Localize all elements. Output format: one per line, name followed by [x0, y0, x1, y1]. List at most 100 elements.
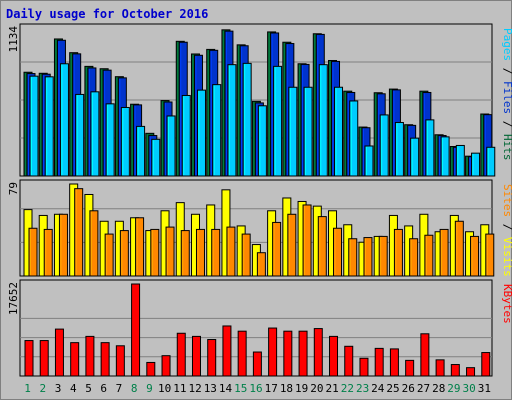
bar-kbytes-day-5: [85, 335, 95, 377]
legend-visits: Visits: [501, 237, 512, 277]
bar-kbytes-day-4: [70, 342, 80, 377]
bar-sites-day-8-fill: [135, 217, 145, 277]
bar-pages-day-21: [334, 86, 344, 177]
x-tick-label: 25: [386, 382, 399, 395]
bar-sites-day-3-fill: [58, 213, 68, 277]
bar-sites-day-11: [180, 230, 190, 277]
x-tick-label: 19: [295, 382, 308, 395]
bar-kbytes-day-22: [344, 345, 354, 377]
bar-kbytes-day-21-fill: [329, 335, 339, 377]
x-tick-label: 2: [40, 382, 47, 395]
y-max-label: 17652: [7, 282, 20, 315]
x-tick-label: 6: [100, 382, 107, 395]
x-tick-label: 15: [234, 382, 247, 395]
bar-kbytes-day-6-fill: [100, 342, 110, 377]
bar-sites-day-14: [226, 226, 236, 277]
bar-sites-day-27-fill: [424, 234, 434, 277]
legend-visits-sites: Sites / Visits: [501, 184, 512, 277]
bar-sites-day-26-fill: [409, 238, 419, 277]
bar-pages-day-3-fill: [59, 63, 69, 177]
bar-kbytes-day-23: [359, 357, 369, 377]
bar-pages-day-10: [166, 115, 176, 177]
x-tick-label: 21: [326, 382, 339, 395]
panel-hits-files-pages: 1134 Pages / Files / Hits: [7, 23, 512, 177]
bar-kbytes-day-16-fill: [252, 351, 262, 377]
bar-kbytes-day-13-fill: [207, 339, 217, 377]
bar-pages-day-20: [318, 64, 328, 177]
x-tick-label: 5: [85, 382, 92, 395]
bar-sites-day-30-fill: [470, 235, 480, 277]
x-tick-label: 8: [131, 382, 138, 395]
bar-sites-day-11-fill: [180, 230, 190, 277]
bar-pages-day-16: [257, 105, 267, 177]
bar-sites-day-19-fill: [302, 204, 312, 277]
bar-kbytes-day-11-fill: [176, 332, 186, 377]
bar-pages-day-21-fill: [334, 86, 344, 177]
bar-kbytes-day-31-fill: [481, 352, 491, 377]
bar-sites-day-6: [104, 233, 114, 277]
bar-sites-day-7-fill: [119, 230, 129, 277]
bar-kbytes-day-24: [374, 347, 384, 377]
legend-kbytes: KBytes: [501, 284, 512, 324]
bar-kbytes-day-8-fill: [131, 283, 141, 377]
bar-sites-day-25-fill: [393, 228, 403, 277]
bar-sites-day-2: [43, 228, 53, 277]
bar-sites-day-9: [150, 228, 160, 277]
x-tick-label: 14: [219, 382, 233, 395]
bar-pages-day-7: [120, 106, 130, 177]
bar-sites-day-13: [211, 228, 221, 277]
x-tick-label: 20: [310, 382, 323, 395]
bar-kbytes-day-7: [115, 345, 125, 377]
chart-panels: 1134 Pages / Files / Hits 79 Sites / Visits…: [7, 23, 512, 377]
legend-text: Sites / Visits: [501, 184, 512, 277]
bar-pages-day-6: [105, 103, 115, 177]
bar-kbytes-day-14-fill: [222, 325, 232, 377]
x-tick-label: 13: [204, 382, 217, 395]
x-tick-label: 22: [341, 382, 354, 395]
bar-pages-day-17-fill: [273, 65, 283, 177]
bar-pages-day-23-fill: [364, 145, 374, 177]
bar-sites-day-29-fill: [454, 220, 464, 277]
bar-pages-day-4: [75, 93, 85, 177]
bar-kbytes-day-29-fill: [450, 364, 460, 377]
bar-pages-day-8: [136, 125, 146, 177]
bar-sites-day-1-fill: [28, 227, 38, 277]
legend-separator: /: [501, 61, 512, 81]
bar-sites-day-10-fill: [165, 226, 175, 277]
bar-pages-day-13-fill: [212, 84, 222, 177]
x-tick-label: 1: [24, 382, 31, 395]
bar-pages-day-10-fill: [166, 115, 176, 177]
bar-sites-day-16-fill: [256, 252, 266, 277]
bar-pages-day-13: [212, 84, 222, 177]
bar-sites-day-24-fill: [378, 235, 388, 277]
panel-visits-sites: 79 Sites / Visits: [7, 179, 512, 277]
bar-kbytes-day-6: [100, 342, 110, 377]
bar-sites-day-16: [256, 252, 266, 277]
x-axis: 1 2 3 4 5 6 7 8 9 10 11 12 13 14 15 16 17 18 19 20 21 22 23 24 2…: [24, 382, 491, 395]
bar-sites-day-23: [363, 237, 373, 277]
bar-sites-day-26: [409, 238, 419, 277]
bar-pages-day-26-fill: [410, 137, 420, 177]
legend-separator: /: [501, 114, 512, 134]
x-tick-label: 29: [447, 382, 460, 395]
bar-kbytes-day-23-fill: [359, 357, 369, 377]
bar-pages-day-1: [29, 75, 39, 177]
x-tick-label: 4: [70, 382, 77, 395]
bar-pages-day-18: [288, 86, 298, 177]
bar-sites-day-2-fill: [43, 228, 53, 277]
legend-kbytes: KBytes: [501, 284, 512, 324]
bar-kbytes-day-24-fill: [374, 347, 384, 377]
x-tick-label: 11: [173, 382, 186, 395]
bar-kbytes-day-3-fill: [54, 328, 64, 377]
legend-files: Files: [501, 81, 512, 114]
bar-pages-day-29: [455, 144, 465, 177]
x-tick-label: 23: [356, 382, 369, 395]
bar-pages-day-27-fill: [425, 119, 435, 177]
bar-pages-day-29-fill: [455, 144, 465, 177]
bar-kbytes-day-25: [389, 348, 399, 377]
bar-pages-day-9: [151, 138, 161, 177]
bar-kbytes-day-29: [450, 364, 460, 377]
bar-kbytes-day-28-fill: [435, 359, 445, 377]
legend-hits: Hits: [501, 134, 512, 161]
bar-sites-day-12-fill: [195, 228, 205, 277]
